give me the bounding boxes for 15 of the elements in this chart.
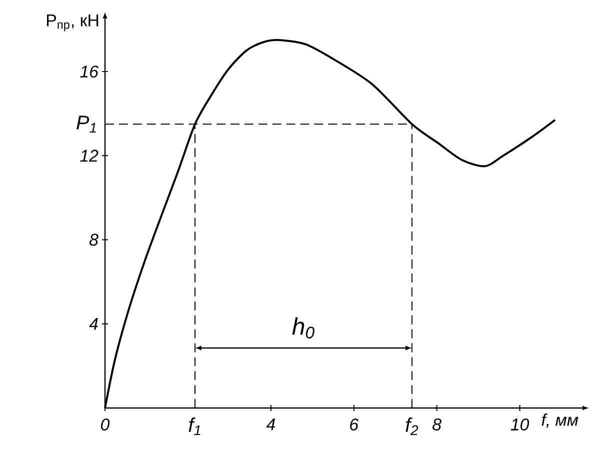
y-tick-label: 4 (89, 318, 98, 330)
ref-line-label: P$_{1}$ (76, 116, 96, 133)
x-tick-label: 10 (510, 418, 530, 430)
y-tick-label: 12 (80, 150, 98, 162)
ref-line-label: f$_{2}$ (406, 418, 418, 436)
y-axis-title: P$_{пр}$, кН (47, 14, 98, 32)
x-tick-label: 4 (266, 418, 275, 430)
y-tick-label: 16 (80, 66, 98, 78)
y-tick-label: 8 (90, 234, 98, 246)
ref-line-label: f$_{1}$ (188, 418, 200, 436)
annotation: h$_{0}$ (292, 317, 314, 338)
x-axis-title: f, мм (542, 414, 578, 428)
x-tick-label: 6 (350, 418, 359, 430)
x-tick-label: 8 (432, 418, 442, 430)
x-tick-label: 0 (101, 418, 110, 430)
